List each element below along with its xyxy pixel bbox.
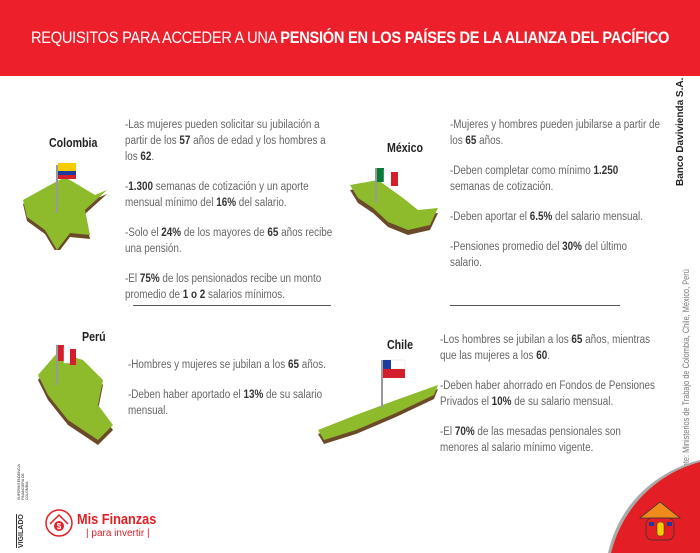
requirement-text: -Deben completar como mínimo bbox=[450, 165, 594, 177]
requirement-text: -Solo el bbox=[125, 227, 162, 239]
requirement-text: semanas de cotización. bbox=[450, 181, 554, 193]
requirement-text: -Deben haber aportado el bbox=[128, 389, 244, 401]
highlight-value: 65 bbox=[287, 359, 299, 371]
requirement-text: salarios mínimos. bbox=[205, 289, 285, 301]
vigilado-sub: SUPERINTENDENCIA FINANCIERA DE COLOMBIA bbox=[17, 464, 29, 500]
requirement-item: -Los hombres se jubilan a los 65 años, m… bbox=[440, 332, 655, 364]
davivienda-house-logo-icon bbox=[639, 501, 681, 541]
requirement-item: -Mujeres y hombres pueden jubilarse a pa… bbox=[450, 117, 661, 149]
country-label-colombia: Colombia bbox=[49, 136, 98, 150]
mexico-flag-icon bbox=[377, 168, 398, 186]
requirement-item: -Las mujeres pueden solicitar su jubilac… bbox=[125, 117, 336, 165]
highlight-value: 1.250 bbox=[593, 165, 619, 177]
vigilado-label: VIGILADO bbox=[16, 514, 25, 548]
requirement-item: -Deben aportar el 6.5% del salario mensu… bbox=[450, 209, 661, 225]
requirement-text: del último salario. bbox=[450, 241, 628, 269]
country-label-chile: Chile bbox=[387, 338, 413, 352]
highlight-value: 65 bbox=[465, 135, 477, 147]
requirement-text: -Mujeres y hombres pueden jubilarse a pa… bbox=[450, 119, 661, 147]
highlight-value: 16% bbox=[216, 197, 237, 209]
highlight-value: 24% bbox=[161, 227, 182, 239]
requirement-item: -Hombres y mujeres se jubilan a los 65 a… bbox=[128, 357, 334, 373]
tagline-text: para invertir bbox=[91, 528, 145, 539]
highlight-value: 65 bbox=[571, 334, 583, 346]
requirement-text: de las mesadas pensionales son menores a… bbox=[440, 426, 621, 454]
red-corner-shape bbox=[608, 460, 700, 553]
requirement-text: años, mientras que las mujeres a los bbox=[440, 334, 651, 362]
requirement-item: -El 75% de los pensionados recibe un mon… bbox=[125, 271, 336, 303]
highlight-value: 70% bbox=[454, 426, 475, 438]
highlight-value: 1.300 bbox=[128, 181, 154, 193]
mexico-requirements: -Mujeres y hombres pueden jubilarse a pa… bbox=[450, 117, 661, 285]
brand-tagline: | para invertir | bbox=[86, 528, 150, 539]
highlight-value: 6.5% bbox=[529, 211, 553, 223]
chile-requirements: -Los hombres se jubilan a los 65 años, m… bbox=[440, 332, 655, 470]
brand-name: Mis Finanzas bbox=[77, 511, 157, 528]
requirement-text: -Los hombres se jubilan a los bbox=[440, 334, 572, 346]
mis-finanzas-logo-icon: $ bbox=[45, 509, 73, 537]
mexico-map-icon bbox=[350, 168, 438, 235]
colombia-map-icon bbox=[23, 163, 107, 250]
requirement-text: del salario mensual. bbox=[552, 211, 643, 223]
requirement-text: años. bbox=[476, 135, 504, 147]
requirement-text: semanas de cotización y un aporte mensua… bbox=[125, 181, 309, 209]
country-label-peru: Perú bbox=[82, 330, 106, 344]
highlight-value: 57 bbox=[179, 135, 191, 147]
requirement-text: . bbox=[547, 350, 550, 362]
peru-requirements: -Hombres y mujeres se jubilan a los 65 a… bbox=[128, 357, 334, 433]
requirement-text: años de edad y los hombres a los bbox=[125, 135, 326, 163]
highlight-value: 10% bbox=[491, 396, 512, 408]
requirement-text: de su salario mensual. bbox=[511, 396, 614, 408]
divider bbox=[133, 305, 331, 306]
highlight-value: 1 o 2 bbox=[182, 289, 206, 301]
peru-map-icon bbox=[38, 345, 113, 445]
requirement-text: -Deben haber ahorrado en Fondos de Pensi… bbox=[440, 380, 655, 408]
svg-text:$: $ bbox=[57, 522, 62, 531]
requirement-item: -Deben haber aportado el 13% de su salar… bbox=[128, 387, 334, 419]
requirement-text: de los pensionados recibe un monto prome… bbox=[125, 273, 322, 301]
highlight-value: 75% bbox=[139, 273, 160, 285]
requirement-text: años recibe una pensión. bbox=[125, 227, 333, 255]
requirement-text: . bbox=[151, 151, 155, 163]
requirement-item: -Solo el 24% de los mayores de 65 años r… bbox=[125, 225, 336, 257]
requirement-text: del salario. bbox=[236, 197, 287, 209]
requirement-text: -El bbox=[125, 273, 140, 285]
colombia-requirements: -Las mujeres pueden solicitar su jubilac… bbox=[125, 117, 336, 317]
requirement-text: -Las mujeres pueden solicitar su jubilac… bbox=[125, 119, 320, 147]
title-bold: PENSIÓN EN LOS PAÍSES DE LA ALIANZA DEL … bbox=[280, 28, 670, 47]
colombia-flag-icon bbox=[58, 163, 76, 179]
highlight-value: 65 bbox=[267, 227, 279, 239]
highlight-value: 30% bbox=[562, 241, 582, 253]
requirement-text: -El bbox=[440, 426, 455, 438]
chile-flag-icon bbox=[382, 359, 406, 378]
divider bbox=[450, 305, 620, 306]
source-note: Fuente: Ministerios de Trabajo de Colomb… bbox=[681, 269, 691, 480]
requirement-item: -El 70% de las mesadas pensionales son m… bbox=[440, 424, 655, 456]
title-regular: REQUISITOS PARA ACCEDER A UNA bbox=[30, 28, 281, 47]
highlight-value: 60 bbox=[536, 350, 548, 362]
requirement-item: -1.300 semanas de cotización y un aporte… bbox=[125, 179, 336, 211]
requirement-text: - bbox=[125, 181, 129, 193]
peru-flag-icon bbox=[58, 345, 76, 365]
chile-map-icon bbox=[318, 359, 438, 444]
requirement-text: de los mayores de bbox=[181, 227, 268, 239]
requirement-text: de su salario mensual. bbox=[128, 389, 323, 417]
highlight-value: 62 bbox=[140, 151, 152, 163]
bank-name: Banco Davivienda S.A. bbox=[675, 77, 686, 186]
requirement-text: -Deben aportar el bbox=[450, 211, 530, 223]
requirement-text: años. bbox=[298, 359, 326, 371]
highlight-value: 13% bbox=[243, 389, 264, 401]
country-label-mexico: México bbox=[387, 141, 424, 155]
requirement-item: -Pensiones promedio del 30% del último s… bbox=[450, 239, 661, 271]
header-banner: REQUISITOS PARA ACCEDER A UNA PENSIÓN EN… bbox=[0, 0, 700, 76]
requirement-text: -Hombres y mujeres se jubilan a los bbox=[128, 359, 288, 371]
requirement-text: -Pensiones promedio del bbox=[450, 241, 563, 253]
requirement-item: -Deben haber ahorrado en Fondos de Pensi… bbox=[440, 378, 655, 410]
requirement-item: -Deben completar como mínimo 1.250 seman… bbox=[450, 163, 661, 195]
